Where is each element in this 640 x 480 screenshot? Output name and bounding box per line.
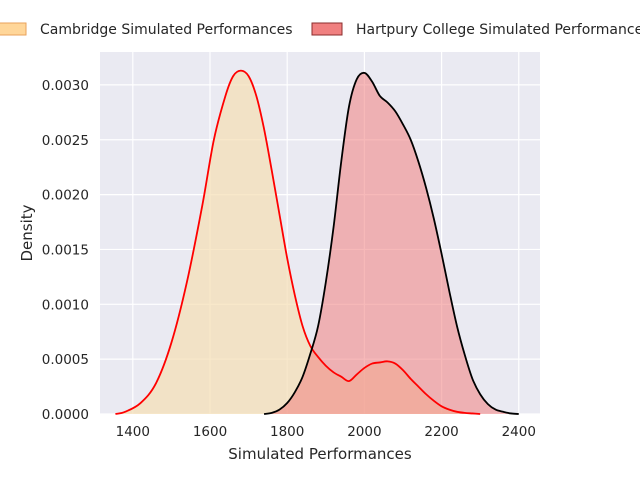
x-tick-label: 2200 xyxy=(424,424,458,440)
x-tick-label: 1400 xyxy=(116,424,150,440)
x-tick-label: 2000 xyxy=(347,424,381,440)
x-axis-label: Simulated Performances xyxy=(228,445,412,463)
density-line-cambridge xyxy=(115,69,481,415)
y-tick-label: 0.0015 xyxy=(42,242,89,258)
legend: Cambridge Simulated Performances Hartpur… xyxy=(0,22,640,38)
y-tick-label: 0.0000 xyxy=(42,407,89,423)
legend-label-cambridge: Cambridge Simulated Performances xyxy=(40,22,293,38)
x-tick-label: 1600 xyxy=(193,424,227,440)
y-tick-label: 0.0020 xyxy=(42,188,89,204)
tick-labels: 1400 1600 1800 2000 2200 2400 0.0000 0.0005 0.00… xyxy=(42,78,536,440)
legend-swatch-cambridge xyxy=(0,22,27,36)
y-axis-label: Density xyxy=(18,204,36,261)
density-area-hartpury xyxy=(264,72,519,414)
y-tick-label: 0.0010 xyxy=(42,297,89,313)
density-area-cambridge xyxy=(115,70,481,415)
y-tick-label: 0.0025 xyxy=(42,133,89,149)
y-tick-label: 0.0005 xyxy=(42,352,89,368)
legend-label-hartpury: Hartpury College Simulated Performances xyxy=(356,22,640,38)
y-tick-label: 0.0030 xyxy=(42,78,89,94)
series-layer xyxy=(115,69,519,415)
x-tick-label: 2400 xyxy=(502,424,536,440)
density-line-hartpury xyxy=(263,71,519,415)
x-tick-label: 1800 xyxy=(270,424,304,440)
legend-swatch-hartpury xyxy=(311,22,343,36)
